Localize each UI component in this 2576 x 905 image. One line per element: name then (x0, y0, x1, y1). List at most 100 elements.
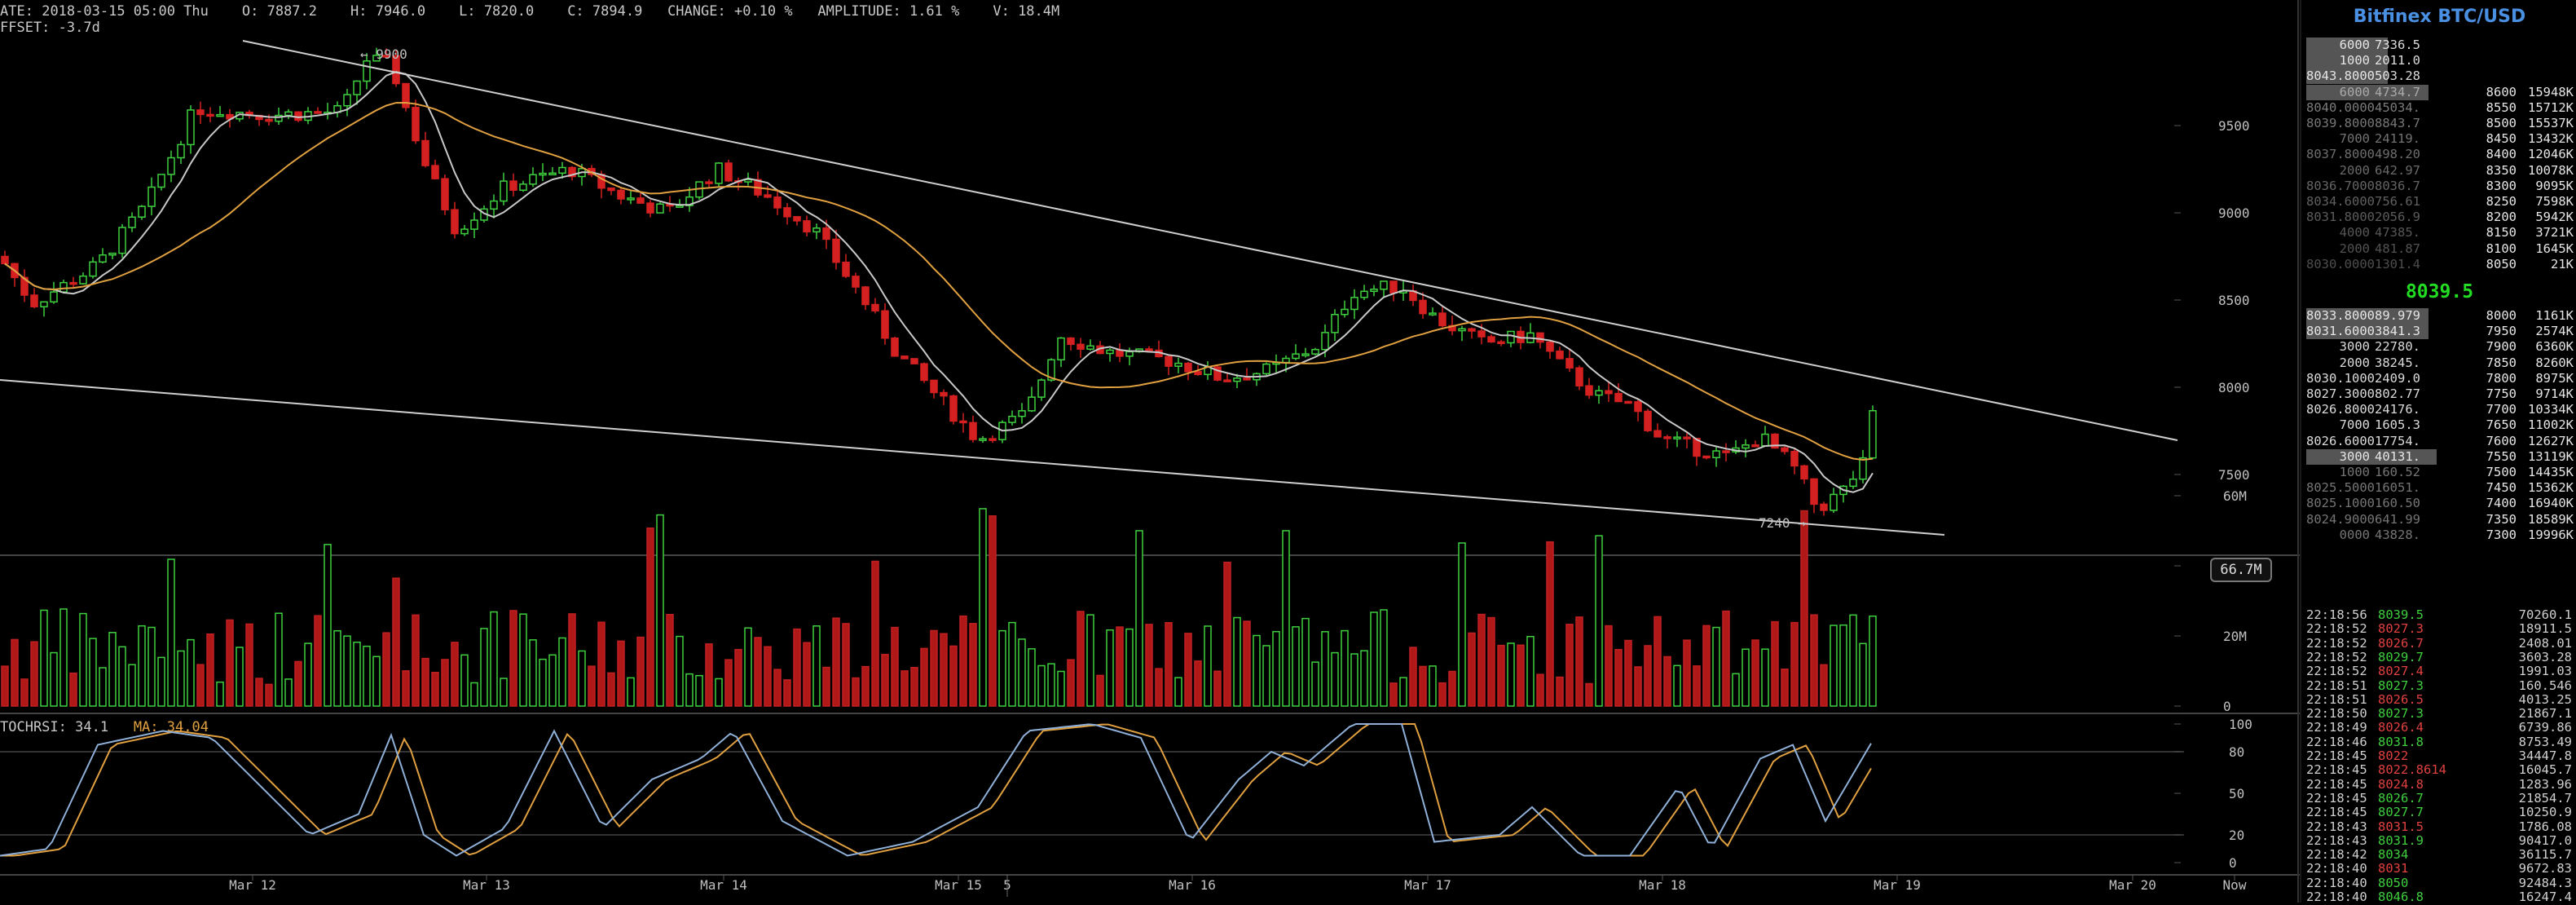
ask-row[interactable]: 2000 481.87 8100 1645K (2306, 241, 2574, 257)
candle-body (1077, 343, 1085, 350)
bid-row[interactable]: 3000 22780. 7900 6360K (2306, 339, 2574, 355)
chart-area[interactable]: 9500900085008000750060M40M20M01008050200… (0, 0, 2300, 903)
ask-row[interactable]: 6000 4734.7 8600 15948K (2306, 84, 2574, 100)
bid-size: 8024.9000 (2306, 511, 2375, 527)
ask-row[interactable]: 8034.6000 756.61 8250 7598K (2306, 194, 2574, 210)
price-chart[interactable]: 9500900085008000750060M40M20M01008050200… (0, 0, 2300, 903)
ask-row[interactable]: 8037.8000 498.20 8400 12046K (2306, 147, 2574, 162)
bid-row[interactable]: 8025.5000 16051. 7450 15362K (2306, 480, 2574, 496)
trade-row[interactable]: 22:18:52 8027.3 18911.5 (2306, 621, 2574, 637)
trade-row[interactable]: 22:18:51 8027.3 160.546 (2306, 678, 2574, 694)
bid-row[interactable]: 8026.6000 17754. 7600 12627K (2306, 434, 2574, 449)
bid-row[interactable]: 8030.1000 2409.0 7800 8975K (2306, 371, 2574, 386)
ask-row[interactable]: 8030.0000 1301.4 8050 21K (2306, 257, 2574, 272)
ask-row[interactable]: 8043.8000 503.28 (2306, 68, 2574, 85)
candle-body (509, 180, 517, 192)
bid-row[interactable]: 7000 1605.3 7650 11002K (2306, 417, 2574, 433)
ask-size: 8034.6000 (2306, 194, 2375, 209)
trade-price: 8026.5 (2378, 691, 2424, 707)
candle-body (1106, 349, 1114, 355)
ask-amount: 503.28 (2375, 68, 2420, 84)
offset-info: FFSET: -3.7d (0, 20, 100, 36)
trade-row[interactable]: 22:18:45 8022 34447.8 (2306, 748, 2574, 764)
trade-row[interactable]: 22:18:52 8027.4 1991.03 (2306, 664, 2574, 679)
price-axis-label: 9500 (2218, 118, 2250, 134)
ask-price: 8450 (2486, 131, 2517, 147)
trade-row[interactable]: 22:18:49 8026.4 6739.86 (2306, 720, 2574, 735)
candle-body (656, 203, 664, 214)
trade-row[interactable]: 22:18:40 8031 9672.83 (2306, 861, 2574, 876)
volume-bar (412, 614, 420, 707)
trade-row[interactable]: 22:18:42 8034 36115.7 (2306, 847, 2574, 863)
price-axis-label: 8000 (2218, 380, 2250, 395)
bid-cumulative: 11002K (2528, 417, 2574, 433)
bid-row[interactable]: 2000 38245. 7850 8260K (2306, 355, 2574, 371)
ask-amount: 481.87 (2375, 241, 2420, 256)
bid-amount: 22780. (2375, 339, 2420, 355)
trade-row[interactable]: 22:18:45 8022.8614 16045.7 (2306, 762, 2574, 778)
ask-row[interactable]: 4000 47385. 8150 3721K (2306, 225, 2574, 241)
trade-row[interactable]: 22:18:50 8027.3 21867.1 (2306, 706, 2574, 722)
candle-body (891, 337, 899, 357)
bid-row[interactable]: 8026.8000 24176. 7700 10334K (2306, 402, 2574, 417)
ask-row[interactable]: 8031.8000 2056.9 8200 5942K (2306, 210, 2574, 225)
volume-bar (1810, 614, 1818, 707)
candle-body (812, 227, 821, 233)
bid-row[interactable]: 8033.8000 89.979 8000 1161K (2306, 308, 2574, 324)
ask-row[interactable]: 2000 642.97 8350 10078K (2306, 163, 2574, 179)
trade-row[interactable]: 22:18:40 8046.8 16247.4 (2306, 890, 2574, 905)
ask-row[interactable]: 1000 2011.0 (2306, 53, 2574, 69)
bid-price: 7550 (2486, 448, 2517, 464)
candle-body (1047, 359, 1055, 381)
trade-row[interactable]: 22:18:43 8031.5 1786.08 (2306, 819, 2574, 835)
candle-body (832, 238, 840, 263)
trade-time: 22:18:43 (2306, 819, 2367, 834)
trade-row[interactable]: 22:18:45 8026.7 21854.7 (2306, 791, 2574, 806)
ask-size: 6000 (2339, 38, 2370, 52)
stochrsi-ma-line (0, 723, 1872, 857)
ask-amount: 4734.7 (2375, 84, 2420, 99)
trade-row[interactable]: 22:18:52 8029.7 3603.28 (2306, 650, 2574, 665)
trade-row[interactable]: 22:18:45 8024.8 1283.96 (2306, 777, 2574, 792)
bid-row[interactable]: 8031.6000 3841.3 7950 2574K (2306, 324, 2574, 340)
bid-cumulative: 14435K (2528, 465, 2574, 479)
volume-bar (1517, 644, 1525, 707)
bid-row[interactable]: 3000 40131. 7550 13119K (2306, 448, 2574, 465)
trade-time: 22:18:49 (2306, 720, 2367, 735)
candle-body (187, 109, 195, 146)
candle-body (1663, 436, 1671, 439)
trade-price: 8026.7 (2378, 790, 2424, 806)
bid-row[interactable]: 8024.9000 641.99 7350 18589K (2306, 512, 2574, 528)
candle-body (1849, 478, 1857, 488)
ask-row[interactable]: 7000 24119. 8450 13432K (2306, 131, 2574, 147)
high-value: 7946.0 (375, 3, 426, 20)
ask-amount: 24119. (2375, 131, 2420, 147)
bid-amount: 24176. (2375, 402, 2420, 417)
bid-row[interactable]: 8027.3000 802.77 7750 9714K (2306, 386, 2574, 402)
trade-row[interactable]: 22:18:45 8027.7 10250.9 (2306, 805, 2574, 820)
bid-row[interactable]: 0000 43828. 7300 19996K (2306, 528, 2574, 543)
ask-cumulative: 21K (2551, 256, 2574, 272)
candle-body (548, 172, 557, 176)
volume-bar (656, 514, 664, 707)
trade-row[interactable]: 22:18:40 8050 92484.3 (2306, 876, 2574, 891)
ask-row[interactable]: 8036.7000 8036.7 8300 9095K (2306, 179, 2574, 194)
volume-bar (1673, 664, 1681, 707)
ask-row[interactable]: 8039.8000 8843.7 8500 15537K (2306, 116, 2574, 131)
volume-bar (304, 642, 312, 707)
ask-row[interactable]: 6000 7336.5 (2306, 38, 2574, 53)
trade-row[interactable]: 22:18:43 8031.9 90417.0 (2306, 833, 2574, 849)
volume-bar (773, 669, 782, 707)
low-marker: 7240 → (1759, 515, 1806, 531)
bid-row[interactable]: 8025.1000 160.50 7400 16940K (2306, 496, 2574, 511)
trade-row[interactable]: 22:18:52 8026.7 2408.01 (2306, 636, 2574, 651)
trade-row[interactable]: 22:18:51 8026.5 4013.25 (2306, 692, 2574, 708)
stochrsi-axis-label: 0 (2229, 855, 2237, 871)
trade-amount: 90417.0 (2518, 832, 2572, 848)
bid-row[interactable]: 1000 160.52 7500 14435K (2306, 465, 2574, 480)
trade-row[interactable]: 22:18:46 8031.8 8753.49 (2306, 735, 2574, 750)
bid-size: 8026.6000 (2306, 433, 2375, 448)
volume-bar (284, 678, 293, 707)
trade-row[interactable]: 22:18:56 8039.5 70260.1 (2306, 607, 2574, 623)
ask-row[interactable]: 8040.0000 45034. 8550 15712K (2306, 100, 2574, 116)
